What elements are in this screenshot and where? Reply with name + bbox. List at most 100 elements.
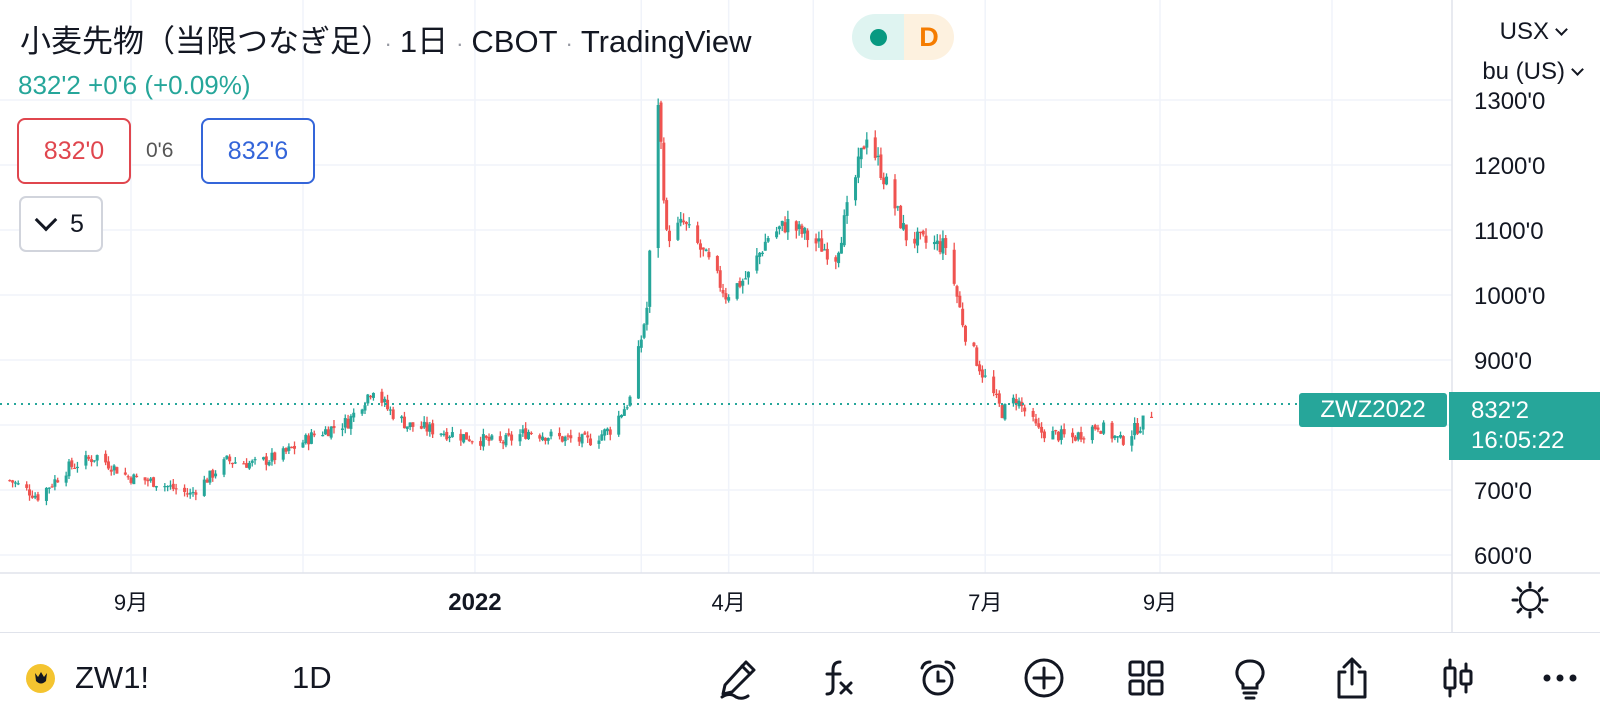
grid-layout-icon <box>1128 660 1164 696</box>
candle <box>938 234 942 255</box>
add-button[interactable] <box>1018 652 1070 704</box>
candle <box>90 455 94 467</box>
currency-selector[interactable]: USX <box>1500 18 1568 46</box>
candle <box>332 420 336 434</box>
share-button[interactable] <box>1326 652 1378 704</box>
alerts-button[interactable] <box>912 652 964 704</box>
candle <box>247 460 251 470</box>
time-axis-label: 9月 <box>1143 590 1177 615</box>
candle <box>448 435 452 443</box>
candle <box>405 426 409 432</box>
candle <box>194 489 198 501</box>
candle <box>997 390 1001 407</box>
candle <box>800 223 804 238</box>
sell-bid-button[interactable]: 832'0 <box>17 118 131 184</box>
interval-button[interactable]: 1D <box>292 660 332 695</box>
chevron-down-icon <box>34 208 58 232</box>
candle <box>684 221 688 231</box>
candle <box>803 226 807 240</box>
candle <box>115 466 119 474</box>
candle <box>369 394 373 400</box>
candle <box>30 490 34 499</box>
price-axis-label: 1300'0 <box>1474 88 1545 115</box>
symbol-search-button[interactable]: ZW1! <box>26 660 149 696</box>
candle <box>538 433 542 442</box>
candle <box>343 414 347 434</box>
last-price-value: 832'2 <box>1471 397 1529 424</box>
candle <box>326 426 330 437</box>
more-options-button[interactable] <box>1534 652 1586 704</box>
candle <box>1031 407 1035 422</box>
chart-grid <box>0 0 1452 573</box>
candle <box>1150 411 1154 419</box>
price-axis[interactable]: 1300'0 1200'0 1100'0 1000'0 900'0 700'0 600'0 <box>1474 88 1545 570</box>
candle <box>44 487 48 506</box>
candle <box>442 430 446 437</box>
candle <box>168 480 172 490</box>
candle <box>617 410 621 437</box>
buy-ask-button[interactable]: 832'6 <box>201 118 315 184</box>
candle <box>70 457 74 470</box>
chart-legend-title[interactable]: 小麦先物（当限つなぎ足） · 1日 · CBOT · TradingView <box>20 16 751 61</box>
candle <box>380 388 384 407</box>
candle <box>941 230 945 260</box>
symbol-price-tag: ZWZ2022 <box>1299 393 1447 427</box>
candle <box>775 226 779 239</box>
time-axis[interactable]: 9月 2022 4月 7月 9月 <box>114 589 1177 616</box>
candle <box>873 130 877 161</box>
candle <box>281 446 285 462</box>
candle <box>462 434 466 444</box>
candle <box>479 436 483 451</box>
price-axis-label: 1000'0 <box>1474 283 1545 310</box>
candle <box>383 396 387 407</box>
candle <box>112 464 116 476</box>
price-axis-label: 700'0 <box>1474 478 1532 505</box>
candle <box>419 421 423 430</box>
candle <box>1073 435 1077 442</box>
candle <box>1116 435 1120 443</box>
candle <box>366 393 370 406</box>
candle <box>586 431 590 444</box>
settings-gear-icon[interactable] <box>1511 581 1549 619</box>
candle <box>825 242 829 265</box>
candle <box>735 282 739 301</box>
candle <box>975 345 979 367</box>
candle <box>1110 420 1114 443</box>
candle <box>566 433 570 441</box>
candle <box>569 429 573 443</box>
candle <box>411 422 415 432</box>
candle <box>346 414 350 429</box>
candle <box>498 431 502 443</box>
candle <box>386 394 390 411</box>
candle <box>746 271 750 285</box>
symbol-name: 小麦先物（当限つなぎ足） <box>20 24 377 59</box>
indicators-toggle-button[interactable]: 5 <box>19 196 103 252</box>
candle <box>901 214 905 231</box>
candle <box>439 433 443 437</box>
chart-type-button[interactable] <box>1432 652 1484 704</box>
unit-selector[interactable]: bu (US) <box>1482 58 1584 86</box>
plus-circle-icon <box>1024 658 1064 698</box>
candle <box>859 147 863 169</box>
candle <box>171 478 175 492</box>
market-status-badge[interactable]: D <box>852 14 954 60</box>
drawing-tools-button[interactable] <box>712 652 764 704</box>
candle <box>656 98 660 258</box>
indicators-button[interactable] <box>812 652 864 704</box>
ideas-button[interactable] <box>1224 652 1276 704</box>
candle <box>842 209 846 248</box>
price-axis-label: 1200'0 <box>1474 153 1545 180</box>
candle <box>1079 426 1083 443</box>
candle <box>904 224 908 247</box>
delayed-data-badge: D <box>904 14 954 60</box>
candle <box>301 439 305 448</box>
candle <box>132 473 136 485</box>
candle <box>1121 435 1125 446</box>
candlestick-series <box>8 98 1154 506</box>
candle <box>983 368 987 378</box>
candle <box>202 475 206 497</box>
candle <box>546 437 550 445</box>
candle <box>766 235 770 243</box>
layouts-button[interactable] <box>1120 652 1172 704</box>
